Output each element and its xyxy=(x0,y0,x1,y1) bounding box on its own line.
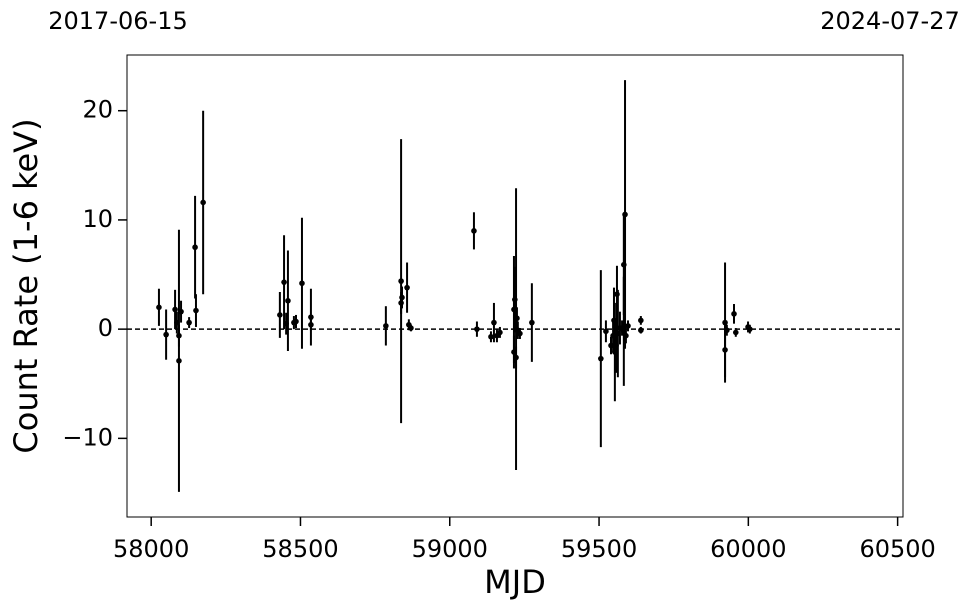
data-point xyxy=(529,319,535,326)
data-point xyxy=(285,297,291,304)
data-point xyxy=(277,312,283,318)
data-point xyxy=(732,329,739,336)
data-point xyxy=(638,327,644,334)
data-point xyxy=(200,199,206,206)
data-point xyxy=(281,279,287,285)
data-point xyxy=(638,317,644,324)
data-point xyxy=(156,304,162,311)
y-tick-label: 10 xyxy=(82,205,113,233)
data-point xyxy=(474,326,480,332)
start-date-label: 2017-06-15 xyxy=(48,7,187,35)
data-point xyxy=(514,315,520,322)
x-tick-label: 58500 xyxy=(262,535,338,563)
data-point xyxy=(308,321,314,328)
data-point xyxy=(293,318,299,325)
data-point xyxy=(408,325,414,331)
y-tick-label: 20 xyxy=(82,96,113,124)
data-point xyxy=(193,307,199,314)
data-point xyxy=(176,358,182,364)
data-point xyxy=(622,211,628,218)
data-point xyxy=(625,323,631,329)
data-point xyxy=(603,328,609,335)
x-tick-label: 59500 xyxy=(561,535,637,563)
data-point xyxy=(178,308,184,315)
data-point xyxy=(163,331,169,338)
y-axis-label: Count Rate (1-6 keV) xyxy=(7,118,45,453)
data-point xyxy=(513,354,519,361)
data-point xyxy=(488,333,494,340)
end-date-label: 2024-07-27 xyxy=(820,7,959,35)
x-tick-label: 60500 xyxy=(859,535,935,563)
data-point xyxy=(398,278,404,284)
plot-frame xyxy=(126,54,904,518)
x-tick-label: 58000 xyxy=(113,535,189,563)
data-point xyxy=(722,347,728,353)
y-tick-label: 0 xyxy=(98,314,113,342)
data-point xyxy=(598,355,604,362)
data-point xyxy=(731,311,737,317)
data-point xyxy=(299,280,305,287)
data-point xyxy=(724,327,730,334)
data-point xyxy=(192,244,198,251)
data-point xyxy=(497,329,503,336)
data-point xyxy=(491,319,497,326)
y-tick-label: −10 xyxy=(62,423,113,451)
data-point xyxy=(399,294,405,301)
data-point xyxy=(186,319,192,326)
x-tick-label: 59000 xyxy=(412,535,488,563)
data-point xyxy=(747,326,753,332)
x-tick-label: 60000 xyxy=(710,535,786,563)
data-point xyxy=(383,323,389,329)
data-point xyxy=(404,284,410,291)
data-point xyxy=(176,332,182,339)
data-point xyxy=(172,306,178,313)
data-point xyxy=(308,314,314,320)
data-point xyxy=(517,330,523,337)
data-point xyxy=(623,332,629,339)
data-point xyxy=(471,228,477,234)
x-axis-label: MJD xyxy=(484,563,546,601)
